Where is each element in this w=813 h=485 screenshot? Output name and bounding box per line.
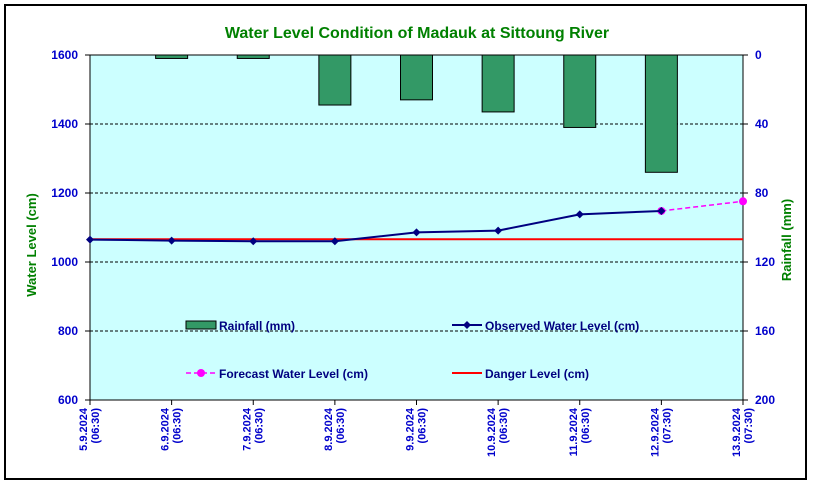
x-tick-label-time: (06:30) <box>172 408 184 444</box>
x-tick-label: 11.9.2024 <box>568 407 580 456</box>
rainfall-bar <box>481 54 515 113</box>
y-right-tick-label: 40 <box>755 117 769 131</box>
y-left-tick-label: 1400 <box>51 117 78 131</box>
x-tick-label: 10.9.2024 <box>486 407 498 457</box>
forecast-point <box>739 197 747 206</box>
x-tick-label-time: (06:30) <box>580 408 592 444</box>
observed-point <box>249 237 258 246</box>
y-left-tick-label: 600 <box>58 393 78 407</box>
x-tick-label-time: (07:30) <box>661 408 673 444</box>
y-right-tick-label: 80 <box>755 186 769 200</box>
rainfall-bar <box>155 54 189 59</box>
x-tick-label-time: (06:30) <box>335 408 347 444</box>
x-tick-label-time: (06:30) <box>253 408 265 444</box>
y-left-tick-label: 1600 <box>51 48 78 62</box>
legend-marker-forecast <box>197 369 205 377</box>
forecast-water-level-line <box>661 200 744 212</box>
rainfall-bar <box>318 54 352 106</box>
rainfall-bar <box>400 54 433 101</box>
x-tick-label: 5.9.2024 <box>78 407 90 451</box>
legend-label-danger: Danger Level (cm) <box>485 367 589 381</box>
observed-point <box>167 236 176 245</box>
observed-point <box>494 226 503 235</box>
y-left-tick-label: 1000 <box>51 255 78 269</box>
observed-water-level-line <box>89 209 662 243</box>
x-tick-label: 6.9.2024 <box>160 407 172 451</box>
y-left-tick-label: 800 <box>58 324 78 338</box>
y-right-tick-label: 0 <box>755 48 762 62</box>
legend-label-observed: Observed Water Level (cm) <box>485 319 639 333</box>
x-tick-label: 12.9.2024 <box>649 407 661 457</box>
observed-point <box>86 235 94 244</box>
observed-point <box>575 210 584 219</box>
x-tick-label-time: (06:30) <box>417 408 429 444</box>
y-right-tick-label: 120 <box>755 255 775 269</box>
rainfall-bar <box>563 54 597 128</box>
x-tick-label: 7.9.2024 <box>241 407 253 451</box>
y-right-tick-label: 160 <box>755 324 775 338</box>
observed-point <box>657 206 666 215</box>
y-right-tick-label: 200 <box>755 393 775 407</box>
legend-label-rainfall: Rainfall (mm) <box>219 319 295 333</box>
observed-point <box>412 228 421 237</box>
legend-label-forecast: Forecast Water Level (cm) <box>219 367 368 381</box>
observed-point <box>330 237 339 246</box>
x-tick-label: 8.9.2024 <box>323 407 335 451</box>
x-tick-label: 13.9.2024 <box>731 407 743 457</box>
x-tick-label-time: (06:30) <box>90 408 102 444</box>
x-tick-label-time: (07:30) <box>743 408 755 444</box>
y-axis-right-label: Rainfall (mm) <box>779 199 794 281</box>
x-tick-label: 9.9.2024 <box>405 407 417 451</box>
y-axis-left-label: Water Level (cm) <box>24 193 39 297</box>
rainfall-bar <box>236 54 270 59</box>
legend-marker-observed <box>463 321 471 329</box>
chart-title: Water Level Condition of Madauk at Sitto… <box>225 25 609 42</box>
x-tick-label-time: (06:30) <box>498 408 510 444</box>
plot-area <box>89 54 744 401</box>
rainfall-bar <box>644 54 678 173</box>
legend-swatch-rainfall <box>185 320 217 330</box>
y-left-tick-label: 1200 <box>51 186 78 200</box>
